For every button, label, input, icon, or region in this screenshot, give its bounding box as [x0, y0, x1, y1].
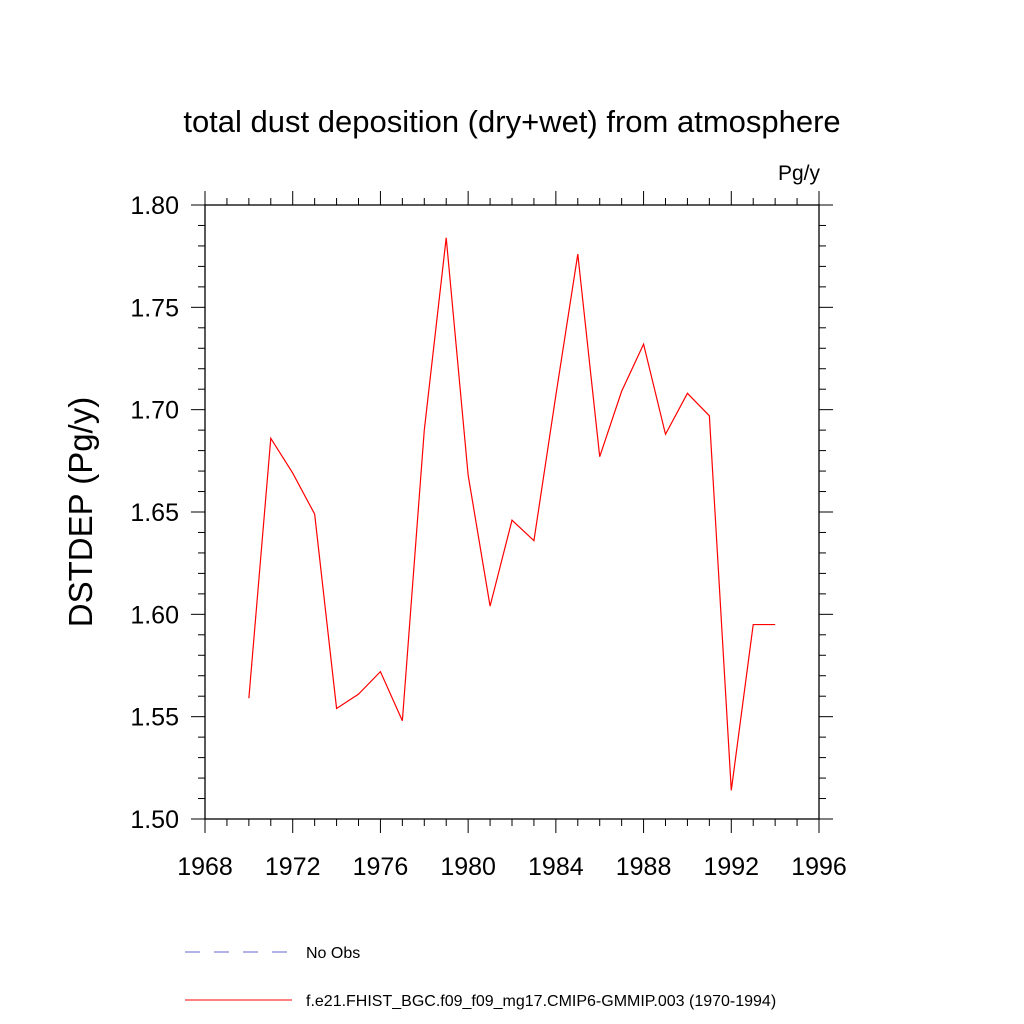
chart-title: total dust deposition (dry+wet) from atm… — [183, 104, 840, 139]
x-tick-label: 1972 — [265, 853, 321, 881]
y-tick-label: 1.60 — [130, 601, 179, 629]
x-tick-label: 1988 — [616, 853, 672, 881]
y-tick-label: 1.65 — [130, 499, 179, 527]
units-label: Pg/y — [778, 162, 821, 185]
plot-area — [204, 204, 820, 820]
x-tick-label: 1980 — [440, 853, 496, 881]
x-tick-label: 1968 — [177, 853, 233, 881]
y-tick-label: 1.70 — [130, 397, 179, 425]
series-line — [248, 237, 776, 791]
x-tick-label: 1984 — [528, 853, 584, 881]
y-tick-label: 1.55 — [130, 704, 179, 732]
x-tick-label: 1976 — [353, 853, 409, 881]
series-group — [248, 237, 776, 791]
tick-labels: 1968 1972 1976 1980 1984 1988 1992 1996 1.50 1.55… — [130, 192, 846, 881]
legend-label: f.e21.FHIST_BGC.f09_f09_mg17.CMIP6-GMMIP… — [306, 993, 776, 1010]
y-tick-label: 1.50 — [130, 806, 179, 834]
legend-label: No Obs — [306, 945, 360, 962]
y-axis-label: DSTDEP (Pg/y) — [62, 397, 99, 627]
x-tick-label: 1996 — [791, 853, 847, 881]
x-tick-label: 1992 — [703, 853, 759, 881]
y-tick-label: 1.75 — [130, 294, 179, 322]
y-tick-label: 1.80 — [130, 192, 179, 220]
axis-ticks — [191, 191, 833, 833]
legend: No Obs f.e21.FHIST_BGC.f09_f09_mg17.CMIP6… — [185, 945, 776, 1010]
